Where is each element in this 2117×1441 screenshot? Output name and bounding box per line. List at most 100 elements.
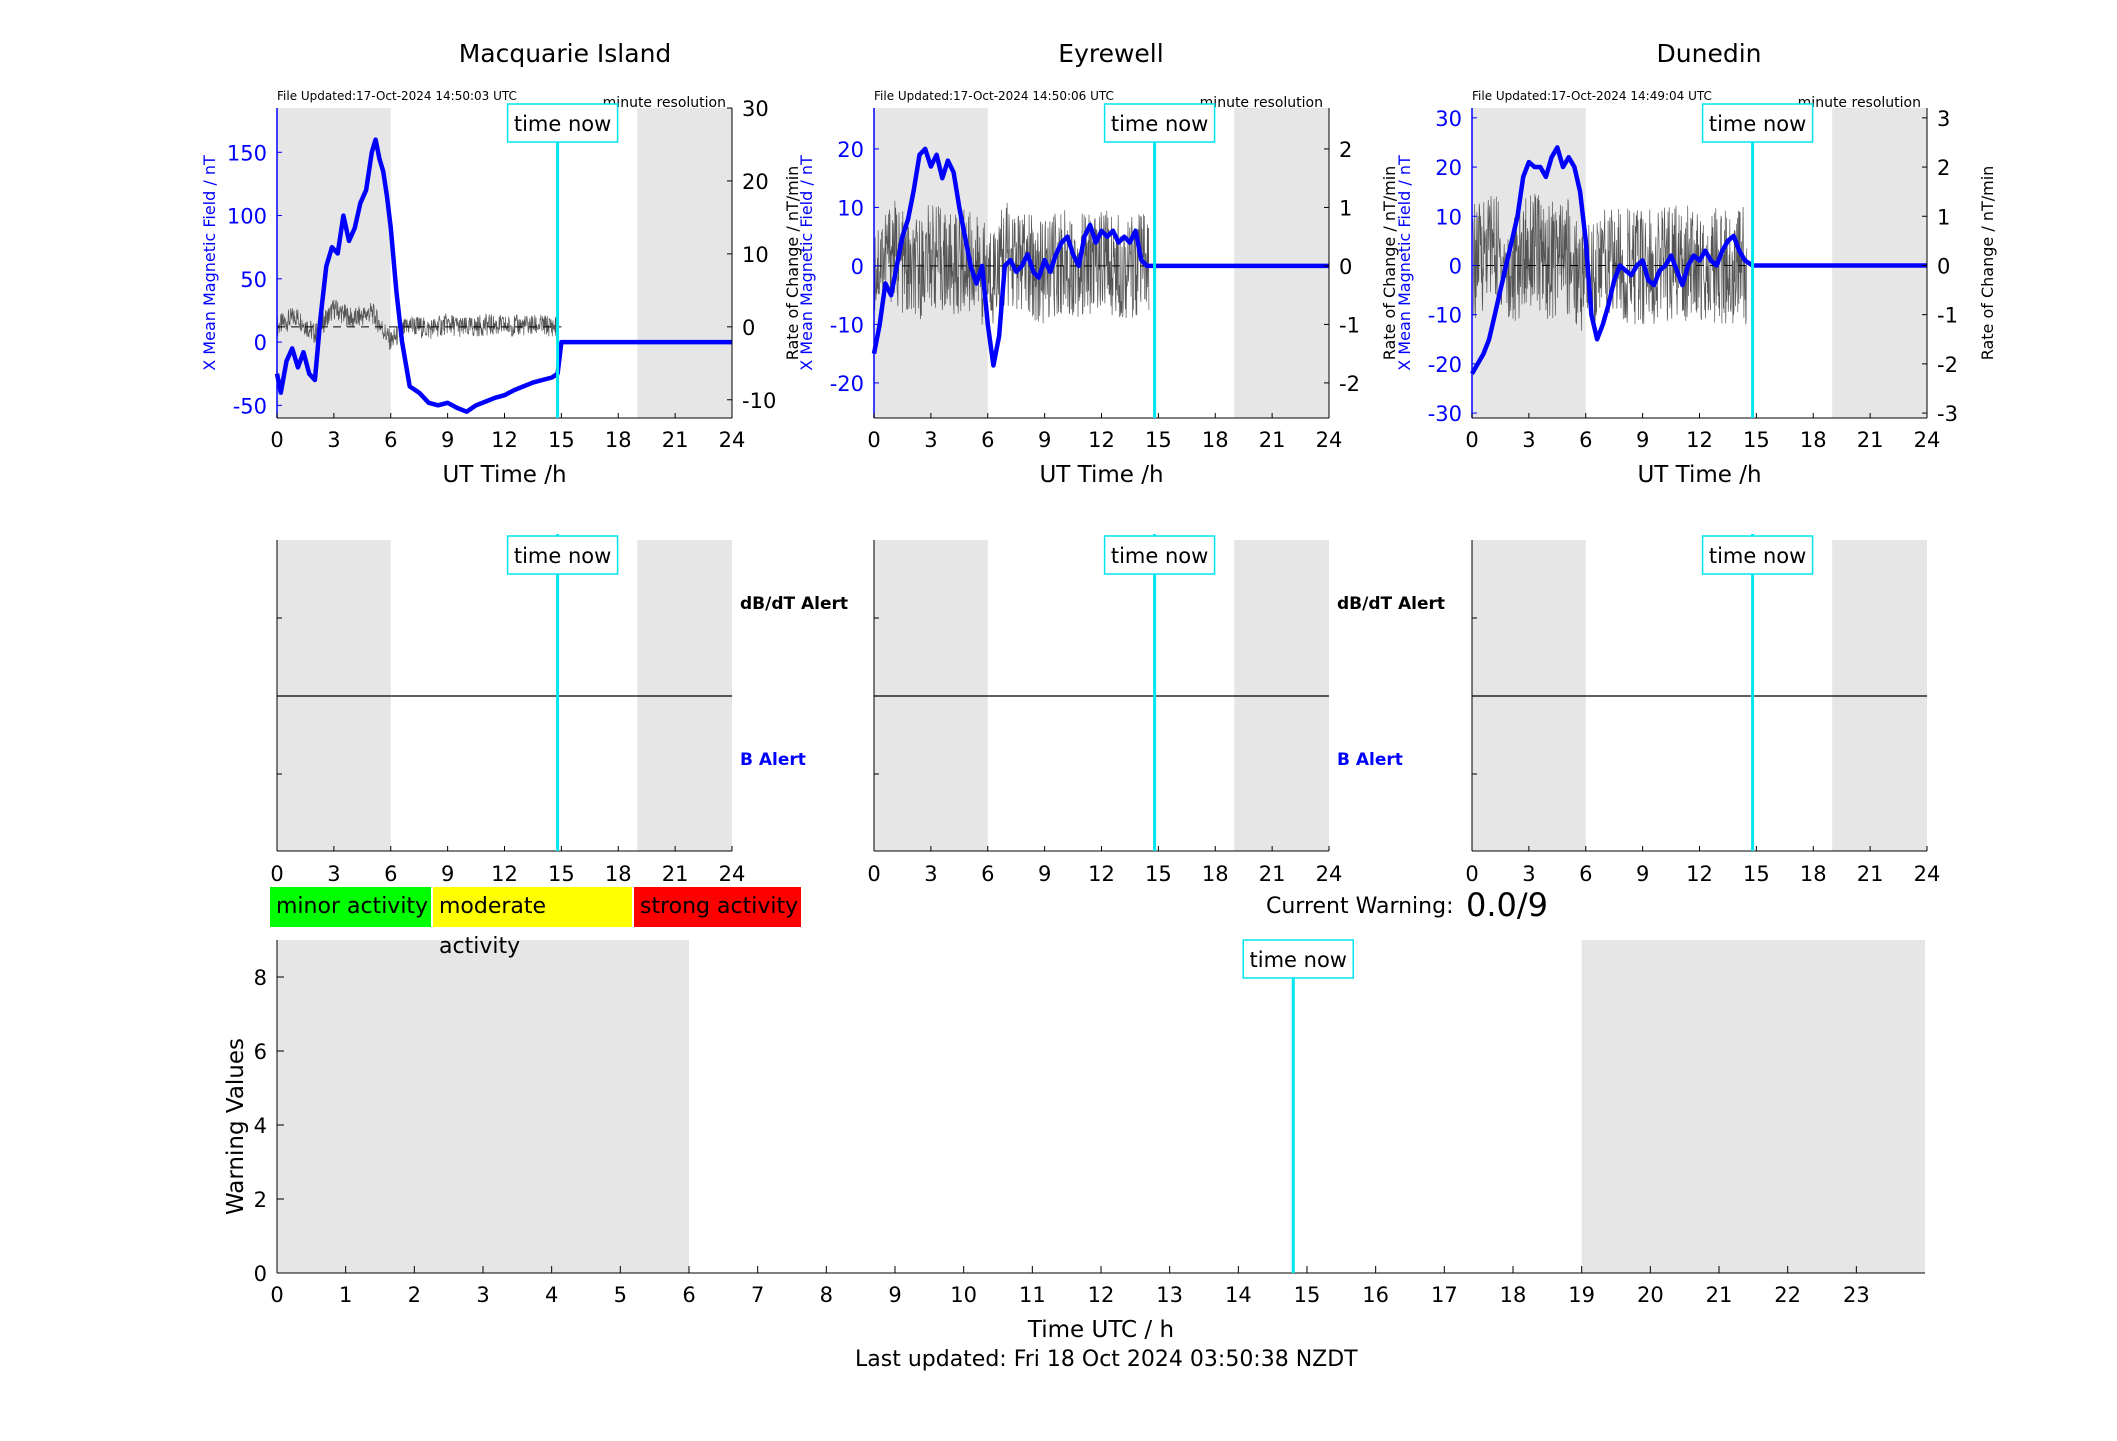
alert-panel-3-x-tick-label: 15 (1743, 862, 1770, 886)
warning-chart-y-tick-label: 2 (254, 1188, 267, 1212)
alert-panel-1-time-now-box (506, 535, 619, 575)
station-1-title: Macquarie Island (459, 39, 672, 68)
alert-panel-3-x-tick-label: 6 (1579, 862, 1592, 886)
station-2-x-tick-label: 15 (1145, 428, 1172, 452)
warning-chart-x-tick-label: 22 (1774, 1283, 1801, 1307)
station-3-y2-tick-label: -2 (1937, 353, 1958, 377)
station-3-x-tick-label: 6 (1579, 428, 1592, 452)
warning-chart-x-tick-label: 16 (1362, 1283, 1389, 1307)
station-2-xlabel: UT Time /h (1039, 462, 1163, 488)
warning-chart-x-tick-label: 9 (888, 1283, 901, 1307)
station-1-night-shade (637, 108, 732, 418)
warning-chart-x-tick-label: 19 (1568, 1283, 1595, 1307)
alert-panel-3-x-tick-label: 21 (1857, 862, 1884, 886)
alert-panel-1-x-tick-label: 6 (384, 862, 397, 886)
warning-chart-night-shade (1581, 940, 1925, 1273)
alert-panel-2-x-tick-label: 3 (924, 862, 937, 886)
station-2-x-tick-label: 6 (981, 428, 994, 452)
station-2-y2-tick-label: 0 (1339, 255, 1352, 279)
station-1-resolution: minute resolution (603, 95, 726, 111)
alert-panel-1-x-tick-label: 18 (605, 862, 632, 886)
station-3-time-now-box (1701, 103, 1814, 143)
station-2-x-tick-label: 12 (1088, 428, 1115, 452)
station-1-rate-line (276, 299, 558, 350)
alert-panel-1-x-tick-label: 21 (662, 862, 689, 886)
station-2-y2-tick-label: -2 (1339, 372, 1360, 396)
station-2-y-tick-label: 10 (837, 196, 864, 220)
last-updated: Last updated: Fri 18 Oct 2024 03:50:38 N… (855, 1347, 1358, 1372)
station-1-x-tick-label: 0 (270, 428, 283, 452)
station-3-x-tick-label: 0 (1465, 428, 1478, 452)
warning-chart-time-now-label: time now (1250, 948, 1347, 972)
station-2-y2-tick-label: 1 (1339, 196, 1352, 220)
warning-chart-y-tick-label: 0 (254, 1262, 267, 1286)
station-3-y2-tick-label: 0 (1937, 254, 1950, 278)
station-2-title: Eyrewell (1058, 39, 1163, 68)
warning-chart-x-tick-label: 5 (614, 1283, 627, 1307)
station-1-x-tick-label: 18 (605, 428, 632, 452)
station-1-x-tick-label: 21 (662, 428, 689, 452)
station-1-y-tick-label: -50 (233, 394, 267, 418)
warning-chart-x-tick-label: 12 (1088, 1283, 1115, 1307)
warning-chart-x-tick-label: 3 (476, 1283, 489, 1307)
alert-panel-1-dbdt-alert-label: dB/dT Alert (740, 594, 848, 614)
station-2-x-tick-label: 0 (867, 428, 880, 452)
warning-chart-night-shade (277, 940, 689, 1273)
station-3-x-tick-label: 3 (1522, 428, 1535, 452)
station-1-x-tick-label: 6 (384, 428, 397, 452)
alert-panel-3-x-tick-label: 18 (1800, 862, 1827, 886)
station-2-x-tick-label: 21 (1259, 428, 1286, 452)
station-1-x-tick-label: 15 (548, 428, 575, 452)
current-warning-value: 0.0/9 (1466, 886, 1549, 924)
station-3-night-shade (1832, 108, 1927, 418)
station-3-x-tick-label: 18 (1800, 428, 1827, 452)
alert-panel-2-x-tick-label: 24 (1316, 862, 1343, 886)
station-3-x-tick-label: 24 (1914, 428, 1941, 452)
alert-panel-2-dbdt-alert-label: dB/dT Alert (1337, 594, 1445, 614)
alert-panel-3-time-now-box (1701, 535, 1814, 575)
station-3-y2-tick-label: 3 (1937, 107, 1950, 131)
station-1-y2-tick-label: 10 (742, 243, 769, 267)
warning-chart-x-tick-label: 6 (682, 1283, 695, 1307)
warning-chart-x-tick-label: 17 (1431, 1283, 1458, 1307)
station-1-y2-tick-label: -10 (742, 389, 776, 413)
warning-chart-x-tick-label: 14 (1225, 1283, 1252, 1307)
alert-panel-1-time-now-label: time now (514, 544, 611, 568)
station-3-x-tick-label: 9 (1636, 428, 1649, 452)
station-3-y2-tick-label: 1 (1937, 205, 1950, 229)
station-2-x-tick-label: 18 (1202, 428, 1229, 452)
station-1-time-now-label: time now (514, 112, 611, 136)
warning-chart-x-tick-label: 20 (1637, 1283, 1664, 1307)
warning-chart-x-tick-label: 4 (545, 1283, 558, 1307)
station-2-ylabel: X Mean Magnetic Field / nT (797, 155, 816, 371)
alert-panel-2-x-tick-label: 6 (981, 862, 994, 886)
alert-panel-2-b-alert-label: B Alert (1337, 750, 1403, 770)
alert-panel-1-x-tick-label: 3 (327, 862, 340, 886)
alert-panel-2-time-now-label: time now (1111, 544, 1208, 568)
station-1-ylabel: X Mean Magnetic Field / nT (200, 155, 219, 371)
station-3-y-tick-label: 20 (1435, 156, 1462, 180)
station-3-x-tick-label: 21 (1857, 428, 1884, 452)
warning-chart-x-tick-label: 8 (820, 1283, 833, 1307)
station-2-x-tick-label: 24 (1316, 428, 1343, 452)
station-3-xlabel: UT Time /h (1637, 462, 1761, 488)
station-2-y2label: Rate of Change / nT/min (1380, 166, 1399, 361)
station-3-y-tick-label: 10 (1435, 205, 1462, 229)
alert-panel-3-time-now-label: time now (1709, 544, 1806, 568)
station-2-field-line (871, 146, 1329, 368)
station-3-file-updated: File Updated:17-Oct-2024 14:49:04 UTC (1472, 89, 1712, 103)
warning-chart-x-tick-label: 7 (751, 1283, 764, 1307)
legend-minor-activity: minor activity (270, 887, 431, 927)
alert-panel-1-x-tick-label: 12 (491, 862, 518, 886)
alert-panel-2-x-tick-label: 0 (867, 862, 880, 886)
alert-panel-2-x-tick-label: 21 (1259, 862, 1286, 886)
station-1-x-tick-label: 3 (327, 428, 340, 452)
station-2-y-tick-label: 0 (851, 255, 864, 279)
station-1-x-tick-label: 24 (719, 428, 746, 452)
station-2-night-shade (1234, 108, 1329, 418)
alert-panel-1-x-tick-label: 15 (548, 862, 575, 886)
station-2-resolution: minute resolution (1200, 95, 1323, 111)
station-3-x-tick-label: 15 (1743, 428, 1770, 452)
station-3-ylabel: X Mean Magnetic Field / nT (1395, 155, 1414, 371)
station-2-y2-tick-label: -1 (1339, 313, 1360, 337)
